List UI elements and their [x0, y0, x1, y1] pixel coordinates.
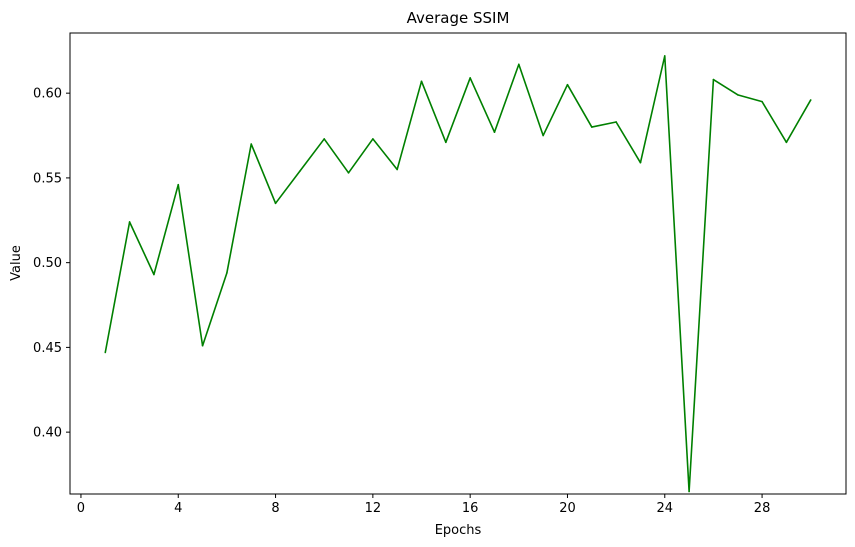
- data-point-13: [396, 168, 398, 171]
- x-tick-label: 16: [462, 501, 479, 516]
- data-point-4: [177, 183, 180, 186]
- data-point-23: [639, 161, 642, 164]
- data-point-15: [445, 141, 447, 144]
- x-axis-label: Epochs: [435, 523, 482, 538]
- x-tick-label: 4: [174, 501, 182, 516]
- data-point-29: [785, 141, 788, 144]
- series-line-0: [104, 55, 812, 493]
- x-axis: 0 4 8 12 16 20 24 28: [77, 494, 771, 516]
- data-point-19: [542, 134, 544, 137]
- data-point-26: [712, 78, 715, 81]
- data-point-11: [347, 172, 350, 174]
- y-tick-label: 0.40: [33, 426, 62, 441]
- y-tick-label: 0.55: [33, 171, 62, 186]
- y-tick-label: 0.50: [33, 256, 62, 271]
- data-point-2: [128, 221, 131, 223]
- data-point-30: [809, 99, 812, 101]
- y-axis: 0.40 0.45 0.50 0.55 0.60: [33, 87, 70, 441]
- data-point-21: [590, 126, 593, 128]
- data-point-27: [736, 94, 739, 96]
- data-point-18: [518, 63, 520, 66]
- data-point-14: [420, 80, 423, 83]
- chart-title: Average SSIM: [407, 9, 510, 27]
- x-tick-label: 0: [77, 501, 85, 516]
- data-point-22: [615, 121, 617, 123]
- plot-frame: [69, 32, 847, 495]
- plot-area: [104, 55, 812, 493]
- data-point-1: [104, 351, 107, 354]
- data-point-9: [299, 170, 301, 172]
- x-tick-label: 20: [559, 501, 576, 516]
- data-point-24: [663, 55, 666, 57]
- y-axis-label: Value: [9, 245, 24, 281]
- x-tick-label: 12: [365, 501, 382, 516]
- data-point-10: [323, 138, 326, 140]
- x-tick-label: 24: [656, 501, 673, 516]
- x-tick-label: 8: [271, 501, 279, 516]
- data-point-3: [153, 273, 155, 276]
- data-point-28: [761, 100, 763, 103]
- data-point-7: [250, 143, 253, 145]
- data-point-17: [493, 131, 496, 133]
- data-point-5: [201, 344, 204, 347]
- data-point-6: [226, 272, 228, 274]
- data-point-12: [372, 138, 374, 140]
- data-point-16: [469, 77, 471, 79]
- y-tick-label: 0.60: [33, 87, 62, 102]
- data-point-20: [566, 83, 569, 86]
- x-tick-label: 28: [754, 501, 771, 516]
- y-tick-label: 0.45: [33, 341, 62, 356]
- data-point-8: [274, 202, 277, 205]
- data-point-25: [688, 490, 690, 493]
